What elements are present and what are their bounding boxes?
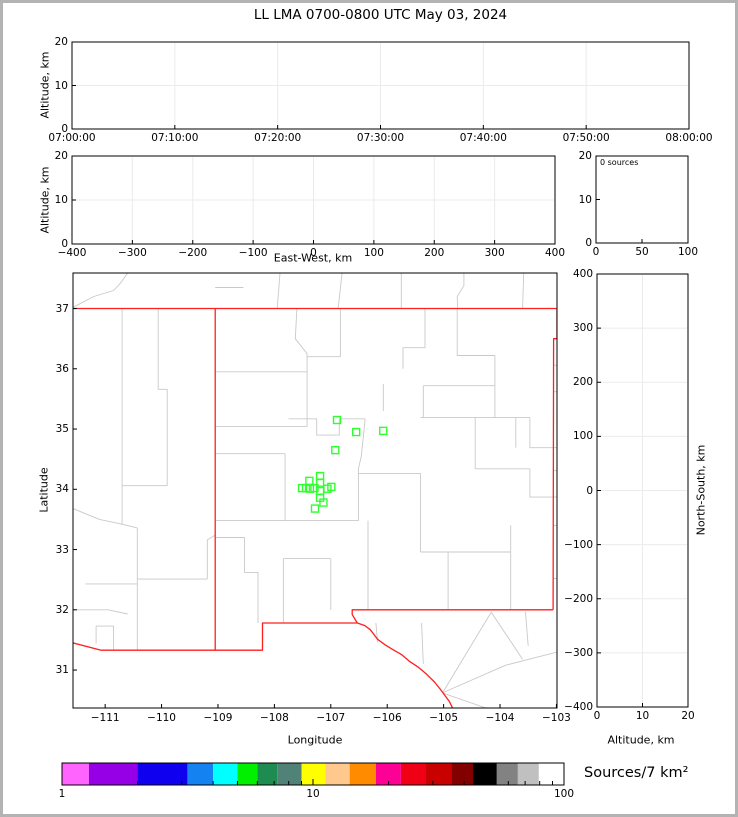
tick-label: −400 [57,247,87,259]
tick-label: −105 [429,712,459,724]
tick-label: 10 [54,79,68,92]
tick-label: 20 [681,710,695,722]
figure-title: LL LMA 0700-0800 UTC May 03, 2024 [253,7,508,23]
tick-label: −200 [178,247,208,259]
tick-label: 0 [593,710,601,722]
tick-label: 10 [306,788,320,800]
lma-station-marker [331,445,340,455]
tick-label: 0 [585,237,592,249]
tick-label: 20 [54,36,68,48]
tick-label: 31 [55,664,69,677]
source-count-annotation: 0 sources [600,158,639,167]
tick-label: 100 [677,246,699,258]
tick-label: −111 [90,712,120,724]
lma-station-marker [315,478,325,487]
tick-label: 100 [553,788,575,800]
tick-label: 07:30:00 [356,132,405,144]
tick-label: −104 [485,712,515,724]
tick-label: 100 [572,430,593,443]
tick-label: 10 [578,193,592,206]
tick-label: −300 [117,247,147,259]
tick-label: −103 [542,712,571,724]
lma-station-marker [319,498,328,507]
lma-station-marker [379,426,388,436]
tick-label: 1 [58,788,66,800]
tick-label: −109 [203,712,233,724]
tick-label: 50 [635,246,649,258]
tick-label: 0 [61,238,68,250]
tick-label: 200 [424,247,445,259]
tick-label: 07:20:00 [254,132,302,144]
lma-station-marker [305,476,314,486]
tick-label: 36 [55,362,69,375]
tick-label: 08:00:00 [665,132,713,144]
lma-station-marker [305,484,315,493]
time-panel-ylabel: Altitude, km [38,51,52,119]
tick-label: 300 [484,247,505,259]
tick-label: −100 [564,538,593,551]
tick-label: −100 [238,247,268,259]
tick-label: 0 [586,484,593,497]
lma-station-marker [332,415,342,425]
tick-label: 10 [54,194,68,206]
tick-label: 0 [592,246,600,258]
map-xlabel: Longitude [287,733,343,747]
tick-label: −108 [259,712,289,724]
tick-label: 07:00:00 [48,132,96,144]
tick-label: −400 [564,701,593,713]
lma-station-marker [327,482,336,492]
tick-label: 20 [578,150,592,162]
tick-label: −200 [564,592,593,605]
tick-label: 300 [572,322,593,335]
tick-label: 10 [635,710,650,722]
lma-station-marker [310,504,320,513]
ns-panel-xlabel: Altitude, km [607,733,675,747]
ew-panel-xlabel: East-West, km [273,251,353,265]
tick-label: 32 [55,603,69,616]
tick-label: 35 [55,423,69,436]
tick-label: 07:40:00 [459,132,507,144]
tick-label: −110 [147,712,176,724]
tick-label: −107 [316,712,346,724]
tick-label: 400 [572,268,593,280]
tick-label: 33 [55,543,69,556]
ew-panel-ylabel: Altitude, km [38,166,52,234]
tick-label: 07:10:00 [151,132,199,144]
tick-label: 0 [61,123,68,135]
tick-label: 400 [544,247,566,259]
tick-label: 34 [55,483,69,496]
map-ylabel: Latitude [37,467,51,513]
ns-panel-ylabel: North-South, km [694,444,708,536]
tick-label: 07:50:00 [562,132,610,144]
tick-label: −106 [372,712,402,724]
tick-label: 37 [55,302,69,315]
tick-label: 100 [363,247,384,259]
lma-station-marker [351,427,361,437]
colorbar-label: Sources/7 km² [584,765,689,781]
tick-label: 200 [572,376,593,389]
tick-label: 20 [54,150,68,162]
tick-label: −300 [564,646,593,659]
tick-label: 0 [310,247,317,259]
